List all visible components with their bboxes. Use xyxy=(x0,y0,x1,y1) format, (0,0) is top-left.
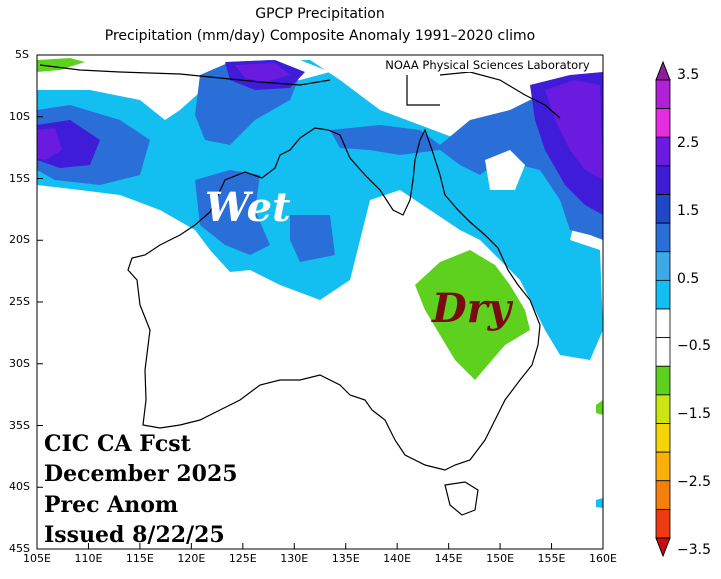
lat-label: 35S xyxy=(9,418,30,432)
colorbar-segment xyxy=(655,79,671,110)
lon-label: 115E xyxy=(125,552,154,565)
lat-label: 5S xyxy=(15,48,29,61)
lon-label: 130E xyxy=(280,552,309,565)
forecast-line-4: Issued 8/22/25 xyxy=(44,522,225,548)
map-subtitle: Precipitation (mm/day) Composite Anomaly… xyxy=(104,28,536,44)
colorbar-segment xyxy=(655,365,671,396)
forecast-line-2: December 2025 xyxy=(44,461,238,487)
colorbar-segment xyxy=(655,222,671,253)
colorbar-segment xyxy=(655,279,671,310)
colorbar-segment xyxy=(655,194,671,224)
colorbar xyxy=(655,60,671,558)
colorbar-segment xyxy=(655,108,671,138)
colorbar-label: −2.5 xyxy=(677,474,711,491)
colorbar-segment xyxy=(655,508,671,539)
colorbar-segment xyxy=(655,451,671,482)
forecast-line-1: CIC CA Fcst xyxy=(44,431,191,457)
forecast-line-3: Prec Anom xyxy=(44,492,179,518)
lat-label: 15S xyxy=(9,171,30,185)
wet-anomaly-light xyxy=(37,60,603,360)
colorbar-segment xyxy=(655,308,671,339)
colorbar-segment xyxy=(655,394,671,424)
australia-coastline xyxy=(39,64,561,516)
colorbar-segment xyxy=(655,165,671,195)
lon-label: 110E xyxy=(74,552,103,565)
colorbar-segment xyxy=(655,480,671,510)
lat-label: 10S xyxy=(9,109,30,123)
lat-label: 30S xyxy=(9,356,30,370)
colorbar-min-triangle xyxy=(655,537,671,558)
colorbar-segment xyxy=(655,337,671,367)
lat-label: 45S xyxy=(9,542,30,555)
lat-label: 20S xyxy=(9,233,30,247)
colorbar-label: 2.5 xyxy=(677,134,700,151)
lat-label: 25S xyxy=(9,295,30,308)
lon-label: 135E xyxy=(331,552,360,565)
colorbar-segment xyxy=(655,136,671,167)
lon-label: 145E xyxy=(434,552,463,565)
dry-annotation: Dry xyxy=(432,285,512,332)
wet-annotation: Wet xyxy=(205,184,291,231)
colorbar-segment xyxy=(655,251,671,281)
colorbar-label: 1.5 xyxy=(677,202,700,219)
axis-ticks xyxy=(36,54,604,550)
colorbar-label: 3.5 xyxy=(677,67,700,83)
lon-label: 125E xyxy=(228,552,257,565)
lon-label: 120E xyxy=(177,552,206,565)
credit-label: NOAA Physical Sciences Laboratory xyxy=(375,58,600,72)
colorbar-segment xyxy=(655,423,671,453)
lat-label: 40S xyxy=(9,480,30,494)
lon-label: 155E xyxy=(537,552,566,565)
lon-label: 105E xyxy=(23,552,51,565)
dry-anomaly xyxy=(415,250,530,380)
colorbar-label: −1.5 xyxy=(677,406,711,423)
lon-label: 140E xyxy=(383,552,412,565)
colorbar-label: −3.5 xyxy=(677,542,711,558)
lon-label: 150E xyxy=(486,552,515,565)
colorbar-label: −0.5 xyxy=(677,338,711,355)
lon-label: 160E xyxy=(589,552,617,565)
colorbar-max-triangle xyxy=(655,60,671,81)
anomaly-field xyxy=(37,55,603,549)
map-title: GPCP Precipitation xyxy=(255,6,385,22)
colorbar-label: 0.5 xyxy=(677,270,700,287)
